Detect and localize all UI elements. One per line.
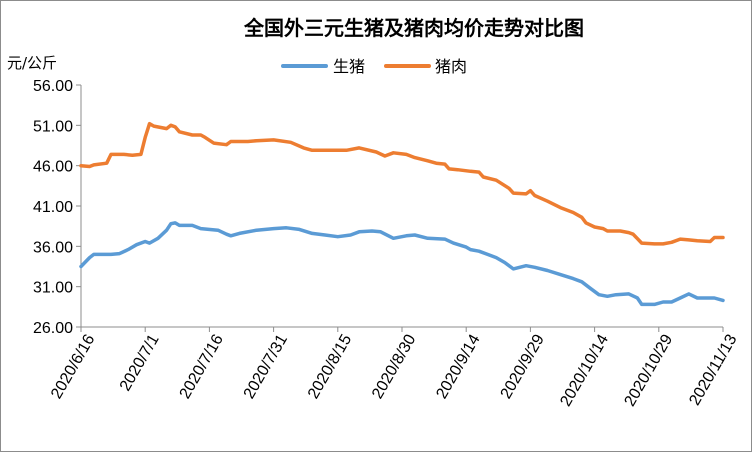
- x-tick-label: 2020/9/29: [498, 332, 548, 402]
- x-tick-label: 2020/8/15: [305, 332, 355, 402]
- x-tick-label: 2020/7/31: [241, 332, 291, 402]
- x-tick-label: 2020/11/13: [686, 332, 740, 409]
- x-axis-ticks: 2020/6/16 2020/7/1 2020/7/16 2020/7/31 2020/…: [48, 327, 741, 410]
- x-tick-label: 2020/10/14: [557, 332, 612, 410]
- series-layer: [79, 121, 725, 307]
- y-tick-label: 36.00: [33, 239, 73, 256]
- series-line-live-pig: [79, 221, 725, 307]
- y-tick-label: 46.00: [33, 159, 73, 176]
- x-tick-label: 2020/7/16: [177, 332, 227, 402]
- x-tick-label: 2020/7/1: [117, 332, 163, 395]
- y-tick-label: 26.00: [33, 320, 73, 337]
- legend-label-pork: 猪肉: [435, 57, 467, 76]
- y-axis-unit-label: 元/公斤: [7, 54, 57, 72]
- x-tick-label: 2020/10/29: [622, 332, 677, 410]
- legend: 生猪 猪肉: [281, 57, 467, 76]
- y-tick-label: 51.00: [33, 118, 73, 135]
- y-axis-ticks: 56.00 51.00 46.00 41.00 36.00 31.00 26.00: [33, 78, 81, 337]
- y-tick-label: 31.00: [33, 280, 73, 297]
- chart-title: 全国外三元生猪及猪肉均价走势对比图: [243, 16, 584, 40]
- x-tick-label: 2020/8/30: [369, 332, 419, 402]
- x-tick-label: 2020/9/14: [433, 332, 483, 402]
- y-tick-label: 56.00: [33, 78, 73, 95]
- legend-label-live-pig: 生猪: [333, 57, 365, 76]
- series-line-pork: [79, 121, 725, 246]
- x-tick-label: 2020/6/16: [48, 332, 98, 402]
- y-tick-label: 41.00: [33, 199, 73, 216]
